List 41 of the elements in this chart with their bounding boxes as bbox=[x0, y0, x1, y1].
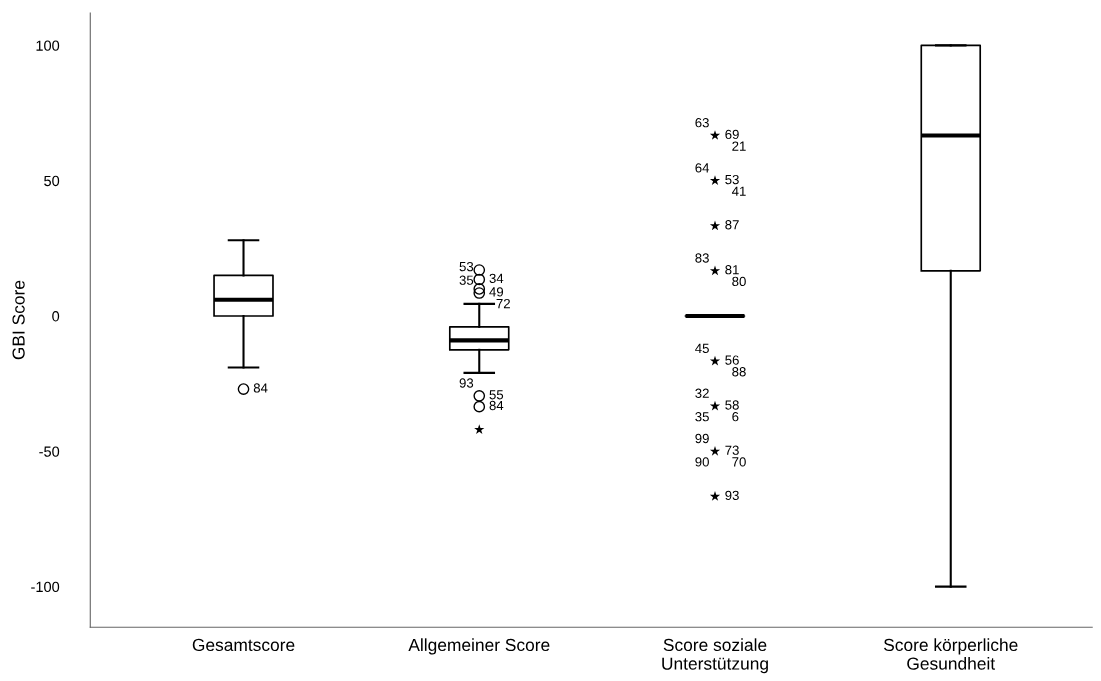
annotation: 80 bbox=[732, 276, 746, 287]
annotation: 73 bbox=[725, 445, 739, 455]
annotation: 69 bbox=[725, 129, 739, 140]
annotation: 83 bbox=[695, 253, 709, 263]
x-tick-label: Allgemeiner Score bbox=[408, 638, 550, 655]
annotation: 93 bbox=[725, 490, 739, 501]
y-axis-title: GBI Score bbox=[12, 280, 25, 360]
annotation: 32 bbox=[695, 388, 709, 398]
annotation: 35 bbox=[459, 275, 474, 285]
annotation: 81 bbox=[725, 265, 739, 275]
annotation: 45 bbox=[695, 343, 709, 354]
y-tick-label: 100 bbox=[36, 40, 60, 51]
annotation: 84 bbox=[489, 400, 504, 411]
x-tick-label: Gesamtscore bbox=[192, 638, 295, 652]
annotation: 58 bbox=[725, 400, 739, 410]
annotation: 49 bbox=[489, 287, 504, 297]
annotation: 87 bbox=[725, 220, 739, 230]
y-tick-label: -100 bbox=[31, 581, 60, 593]
annotation: 41 bbox=[731, 186, 746, 196]
annotation: 72 bbox=[496, 298, 510, 309]
annotation: 63 bbox=[695, 118, 709, 128]
x-tick-label: Score soziale Unterstützung bbox=[662, 638, 768, 674]
annotation: 84 bbox=[253, 383, 268, 393]
annotation: 55 bbox=[489, 390, 504, 400]
y-tick-label: 50 bbox=[44, 175, 60, 187]
annotation: 6 bbox=[732, 412, 739, 422]
annotation: 56 bbox=[725, 355, 739, 365]
annotation: 35 bbox=[695, 412, 709, 422]
annotation: 34 bbox=[489, 273, 504, 284]
annotation: 53 bbox=[459, 261, 474, 272]
annotation: 88 bbox=[732, 367, 746, 377]
annotation: 70 bbox=[732, 457, 746, 467]
annotation: 93 bbox=[459, 378, 474, 388]
y-tick-label: -50 bbox=[39, 446, 60, 457]
annotation: 99 bbox=[695, 433, 709, 444]
annotation: 64 bbox=[695, 163, 710, 173]
x-tick-label: Score körperliche Gesundheit bbox=[883, 638, 1018, 670]
annotation: 21 bbox=[732, 141, 746, 151]
annotation: 53 bbox=[725, 174, 739, 185]
y-tick-label: 0 bbox=[52, 311, 60, 322]
annotation: 90 bbox=[695, 457, 709, 467]
